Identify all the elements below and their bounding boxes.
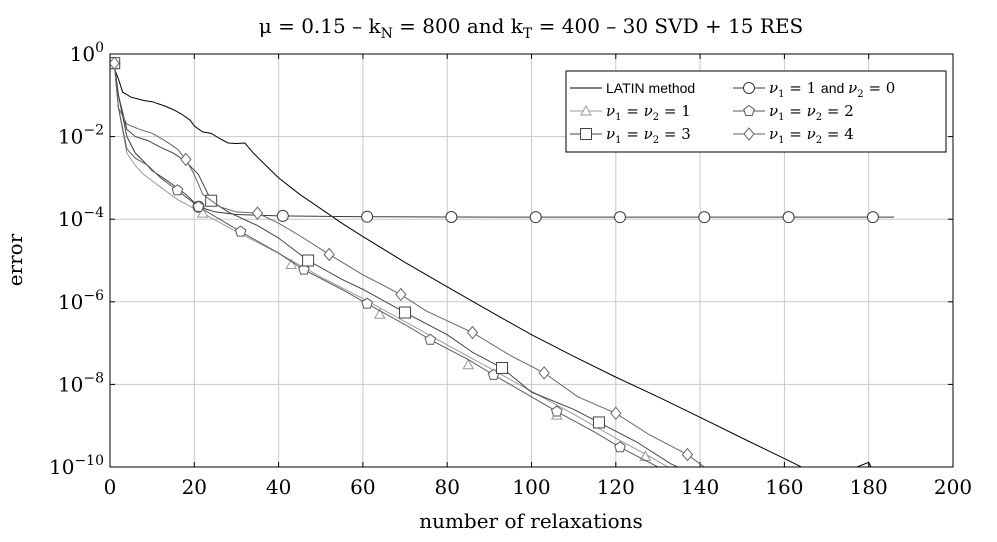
data-point-marker [171, 184, 184, 196]
x-tick-label: 140 [681, 475, 719, 499]
data-point-marker [592, 416, 605, 429]
legend-entry: ν1 = ν2 = 2 [733, 102, 854, 123]
x-tick-label: 100 [512, 475, 550, 499]
x-axis-label: number of relaxations [419, 509, 643, 533]
legend-marker [580, 104, 592, 116]
data-point-marker [234, 225, 247, 237]
legend-label: ν1 = ν2 = 4 [769, 125, 854, 146]
data-point-marker [550, 405, 563, 417]
legend-label: ν1 = ν2 = 2 [769, 102, 854, 123]
data-point-marker [424, 333, 437, 345]
data-point-marker [302, 254, 315, 267]
data-point-marker [361, 210, 374, 223]
data-point-marker [276, 209, 289, 222]
legend-entry: ν1 = ν2 = 1 [570, 102, 691, 123]
legend-entry: ν1 = ν2 = 3 [570, 125, 691, 146]
data-point-marker [698, 211, 711, 224]
data-point-marker [610, 406, 622, 421]
y-tick-label: 10−6 [58, 288, 104, 314]
data-point-marker [538, 366, 550, 380]
series-4 [110, 57, 660, 467]
x-tick-label: 20 [182, 475, 207, 499]
series-2 [110, 57, 894, 224]
data-point-marker [196, 207, 209, 218]
data-point-marker [614, 441, 626, 453]
y-tick-label: 10−2 [58, 123, 104, 149]
x-tick-label: 80 [434, 475, 459, 499]
x-tick-label: 160 [765, 475, 803, 499]
plot-frame [109, 53, 954, 468]
data-point-marker [361, 297, 373, 309]
series-line [110, 62, 705, 467]
series-line [110, 65, 872, 467]
x-tick-label: 40 [266, 475, 291, 499]
x-tick-label: 200 [934, 475, 972, 499]
y-tick-label: 10−10 [49, 453, 104, 479]
series-layer [110, 56, 894, 467]
legend-label: ν1 = ν2 = 3 [606, 125, 691, 146]
data-point-marker [285, 258, 298, 270]
series-1 [110, 65, 872, 467]
data-point-marker [251, 206, 264, 220]
data-point-marker [180, 152, 192, 167]
legend-marker [580, 128, 592, 140]
data-point-marker [495, 361, 508, 374]
x-tick-label: 180 [850, 475, 888, 499]
data-point-marker [466, 325, 479, 340]
x-tick-label: 60 [350, 475, 375, 499]
series-line [110, 62, 894, 218]
data-point-marker [110, 56, 120, 70]
data-point-marker [462, 358, 475, 370]
series-line [110, 62, 679, 467]
data-point-marker [614, 211, 627, 224]
data-point-marker [192, 200, 205, 212]
data-point-marker [373, 308, 386, 319]
x-tick-label: 0 [104, 475, 117, 499]
data-point-marker [399, 306, 412, 319]
legend-entry: ν1 = ν2 = 4 [733, 125, 854, 146]
legend-label: ν1 = 1 and ν2 = 0 [769, 79, 895, 100]
legend-entry: ν1 = 1 and ν2 = 0 [733, 79, 895, 100]
data-point-marker [782, 211, 795, 224]
y-tick-label: 10−8 [58, 370, 104, 396]
data-point-marker [681, 447, 694, 462]
data-point-marker [298, 263, 310, 275]
series-6 [110, 56, 705, 467]
legend-label: ν1 = ν2 = 1 [606, 102, 691, 123]
data-point-marker [866, 211, 879, 224]
data-point-marker [395, 287, 407, 302]
legend-marker [743, 82, 755, 94]
data-point-marker [529, 211, 542, 224]
axis-ticks: 0 20 40 60 80 100 120 140 160 180 200 100 10−2 10−4 10… [49, 40, 972, 499]
chart-title: μ = 0.15 – kN = 800 and kT = 400 – 30 SV… [259, 14, 804, 42]
y-tick-label: 10−4 [58, 205, 104, 231]
data-point-marker [445, 211, 458, 224]
y-axis-label: error [3, 233, 27, 286]
legend: LATIN method ν1 = 1 and ν2 = 0 ν1 = ν2 = 1… [565, 70, 947, 153]
legend-marker [743, 127, 755, 141]
legend-label: LATIN method [606, 80, 695, 96]
x-tick-label: 120 [597, 475, 635, 499]
y-tick-label: 100 [70, 40, 104, 66]
legend-entry: LATIN method [570, 80, 695, 96]
data-point-marker [323, 247, 335, 262]
legend-marker [743, 104, 755, 116]
